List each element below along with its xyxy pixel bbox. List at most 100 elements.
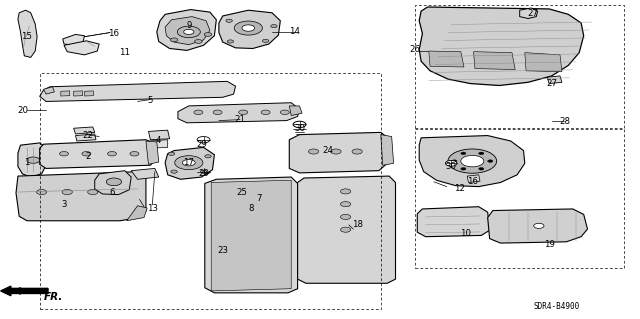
Circle shape bbox=[262, 39, 269, 42]
Polygon shape bbox=[211, 180, 291, 291]
Circle shape bbox=[534, 223, 544, 228]
Polygon shape bbox=[40, 140, 155, 168]
Text: 23: 23 bbox=[217, 246, 228, 255]
Polygon shape bbox=[74, 91, 83, 96]
Circle shape bbox=[213, 110, 222, 115]
Circle shape bbox=[194, 110, 203, 115]
Circle shape bbox=[168, 152, 175, 155]
Text: 6: 6 bbox=[109, 189, 115, 197]
Text: 3: 3 bbox=[61, 200, 67, 209]
FancyArrow shape bbox=[1, 286, 48, 296]
Circle shape bbox=[130, 152, 139, 156]
Text: 25: 25 bbox=[236, 188, 248, 197]
Circle shape bbox=[205, 155, 211, 158]
Circle shape bbox=[108, 152, 116, 156]
Polygon shape bbox=[148, 130, 170, 140]
Circle shape bbox=[461, 155, 484, 167]
Polygon shape bbox=[419, 7, 584, 85]
Circle shape bbox=[340, 227, 351, 232]
Text: 20: 20 bbox=[17, 106, 28, 115]
Circle shape bbox=[234, 21, 262, 35]
Circle shape bbox=[177, 26, 200, 38]
Circle shape bbox=[239, 110, 248, 115]
Circle shape bbox=[479, 167, 484, 170]
Polygon shape bbox=[127, 206, 147, 221]
Polygon shape bbox=[16, 172, 146, 221]
Text: 9: 9 bbox=[186, 21, 191, 30]
Polygon shape bbox=[248, 200, 266, 209]
Circle shape bbox=[340, 189, 351, 194]
Circle shape bbox=[182, 160, 195, 166]
Polygon shape bbox=[84, 91, 93, 96]
Circle shape bbox=[226, 19, 232, 22]
Text: 19: 19 bbox=[544, 240, 554, 249]
Circle shape bbox=[184, 29, 194, 34]
Circle shape bbox=[200, 170, 207, 173]
Text: 4: 4 bbox=[156, 137, 161, 145]
Polygon shape bbox=[18, 10, 37, 57]
Text: 16: 16 bbox=[108, 29, 120, 38]
Circle shape bbox=[195, 40, 202, 43]
Polygon shape bbox=[148, 140, 168, 148]
Circle shape bbox=[204, 33, 212, 36]
Circle shape bbox=[448, 149, 497, 173]
Text: 30: 30 bbox=[294, 124, 305, 133]
Circle shape bbox=[227, 40, 234, 43]
Text: 18: 18 bbox=[351, 220, 363, 229]
Text: 11: 11 bbox=[119, 48, 131, 57]
Polygon shape bbox=[417, 207, 490, 237]
Polygon shape bbox=[255, 189, 272, 197]
Polygon shape bbox=[219, 10, 280, 48]
Polygon shape bbox=[488, 209, 588, 243]
Circle shape bbox=[175, 156, 203, 170]
Polygon shape bbox=[63, 34, 84, 45]
Polygon shape bbox=[74, 127, 95, 134]
Polygon shape bbox=[289, 106, 302, 115]
Circle shape bbox=[82, 152, 91, 156]
Text: 29: 29 bbox=[198, 169, 209, 178]
Circle shape bbox=[171, 170, 177, 173]
Circle shape bbox=[352, 149, 362, 154]
Polygon shape bbox=[95, 171, 131, 195]
Circle shape bbox=[197, 168, 210, 175]
Text: 28: 28 bbox=[559, 117, 570, 126]
Text: 2: 2 bbox=[86, 152, 91, 161]
Polygon shape bbox=[146, 141, 159, 164]
Text: 14: 14 bbox=[289, 27, 300, 36]
Text: 22: 22 bbox=[83, 131, 94, 140]
Polygon shape bbox=[236, 183, 253, 191]
Text: 8: 8 bbox=[248, 204, 253, 213]
Circle shape bbox=[242, 25, 255, 31]
Text: 5: 5 bbox=[148, 96, 153, 105]
Circle shape bbox=[452, 160, 457, 162]
Circle shape bbox=[36, 189, 47, 195]
Polygon shape bbox=[157, 10, 216, 50]
Circle shape bbox=[308, 149, 319, 154]
Polygon shape bbox=[131, 168, 159, 179]
Circle shape bbox=[197, 137, 210, 143]
Circle shape bbox=[170, 38, 178, 42]
Text: 30: 30 bbox=[445, 162, 457, 171]
Text: 10: 10 bbox=[460, 229, 472, 238]
Text: 26: 26 bbox=[409, 45, 420, 54]
Polygon shape bbox=[61, 91, 70, 96]
Polygon shape bbox=[18, 143, 46, 177]
Polygon shape bbox=[429, 51, 464, 67]
Polygon shape bbox=[76, 134, 96, 141]
Text: FR.: FR. bbox=[44, 292, 63, 302]
Circle shape bbox=[340, 202, 351, 207]
Circle shape bbox=[340, 214, 351, 219]
Polygon shape bbox=[165, 17, 210, 45]
Circle shape bbox=[261, 110, 270, 115]
Text: 21: 21 bbox=[234, 115, 246, 124]
Circle shape bbox=[280, 110, 289, 115]
Polygon shape bbox=[289, 132, 389, 173]
Text: 7: 7 bbox=[257, 194, 262, 203]
Text: 16: 16 bbox=[467, 177, 478, 186]
Polygon shape bbox=[474, 52, 515, 70]
Polygon shape bbox=[298, 176, 396, 283]
Circle shape bbox=[331, 149, 341, 154]
Circle shape bbox=[60, 152, 68, 156]
Text: SDR4-B4900: SDR4-B4900 bbox=[534, 302, 580, 311]
Text: 27: 27 bbox=[527, 9, 538, 18]
